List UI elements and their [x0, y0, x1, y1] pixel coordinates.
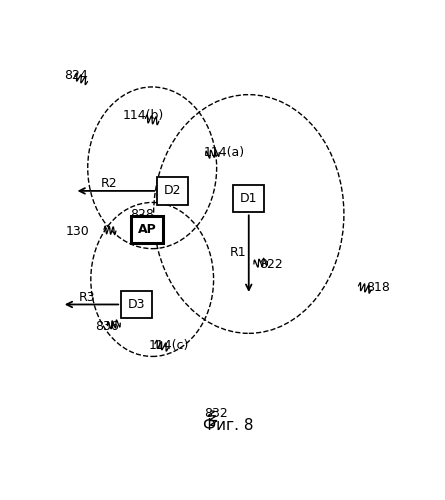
Text: 836: 836: [95, 320, 119, 333]
Bar: [233, 184, 264, 212]
Bar: [158, 177, 188, 205]
Text: R2: R2: [101, 176, 117, 190]
Text: D1: D1: [240, 192, 258, 205]
Text: 818: 818: [366, 280, 390, 293]
Bar: [132, 216, 162, 244]
Text: Фиг. 8: Фиг. 8: [203, 418, 253, 434]
Text: 822: 822: [259, 258, 283, 272]
Text: 114(b): 114(b): [123, 110, 164, 122]
Text: 824: 824: [64, 69, 88, 82]
Text: 114(a): 114(a): [204, 146, 245, 159]
Text: AP: AP: [138, 223, 156, 236]
Text: D2: D2: [164, 184, 182, 198]
Text: 828: 828: [130, 208, 154, 220]
Bar: [121, 290, 152, 318]
Text: R3: R3: [78, 291, 95, 304]
Text: 130: 130: [66, 225, 90, 238]
Text: R1: R1: [230, 246, 246, 259]
Text: 832: 832: [204, 407, 228, 420]
Text: D3: D3: [128, 298, 146, 311]
Text: 114(c): 114(c): [149, 339, 189, 352]
